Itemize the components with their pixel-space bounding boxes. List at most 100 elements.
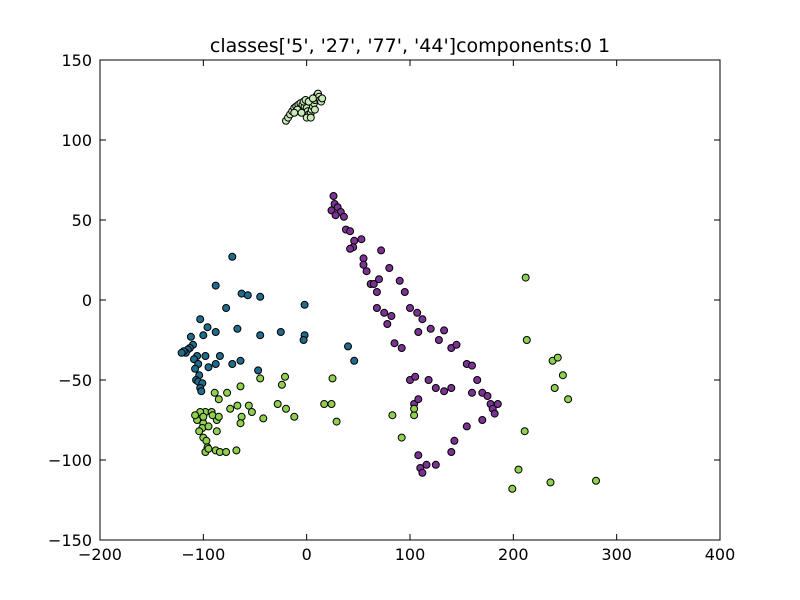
scatter-point-s1-33 bbox=[434, 336, 443, 344]
scatter-point-s3-7 bbox=[592, 476, 600, 485]
scatter-point-s1-32 bbox=[426, 324, 435, 333]
scatter-point-s1-62 bbox=[422, 460, 431, 469]
scatter-point-s1-43 bbox=[440, 387, 449, 396]
scatter-point-s2-7 bbox=[196, 315, 205, 324]
scatter-point-s2-27 bbox=[215, 352, 224, 360]
scatter-point-s1-63 bbox=[431, 460, 440, 469]
scatter-point-s1-23 bbox=[380, 308, 389, 317]
scatter-point-s2-14 bbox=[276, 328, 285, 336]
scatter-point-s3-10 bbox=[514, 465, 523, 474]
scatter-point-s1-17 bbox=[369, 280, 378, 288]
scatter-point-s1-59 bbox=[414, 451, 423, 460]
scatter-point-s1-18 bbox=[372, 288, 381, 296]
scatter-point-s3-58 bbox=[204, 422, 213, 431]
scatter-point-s2-29 bbox=[228, 360, 237, 368]
scatter-point-s2-12 bbox=[233, 324, 242, 333]
scatter-point-s2-5 bbox=[222, 304, 231, 312]
scatter-point-s3-6 bbox=[550, 384, 559, 392]
scatter-point-s3-17 bbox=[210, 388, 219, 397]
scatter-point-s1-37 bbox=[390, 339, 399, 348]
scatter-point-s3-54 bbox=[388, 411, 397, 420]
scatter-point-s3-9 bbox=[508, 484, 517, 493]
scatter-point-s1-15 bbox=[362, 267, 371, 276]
scatter-point-s3-48 bbox=[232, 446, 241, 455]
scatter-point-s2-4 bbox=[256, 292, 265, 301]
scatter-point-s2-33 bbox=[191, 364, 200, 373]
scatter-point-s2-28 bbox=[211, 360, 220, 368]
scatter-point-s1-41 bbox=[424, 376, 433, 384]
scatter-point-s1-29 bbox=[413, 308, 422, 317]
scatter-point-s3-13 bbox=[277, 380, 286, 389]
plot-background bbox=[100, 60, 720, 540]
scatter-point-s1-65 bbox=[414, 395, 423, 404]
scatter-point-s1-20 bbox=[377, 246, 386, 255]
scatter-point-s3-28 bbox=[233, 401, 242, 410]
scatter-point-s1-6 bbox=[331, 211, 340, 220]
scatter-point-s1-48 bbox=[468, 388, 476, 397]
scatter-point-s3-0 bbox=[521, 273, 530, 282]
y-tick-label: 100 bbox=[61, 131, 92, 150]
scatter-point-s3-14 bbox=[256, 374, 265, 383]
x-tick-label: 400 bbox=[705, 545, 736, 564]
scatter-point-s3-38 bbox=[195, 427, 204, 436]
scatter-point-s1-24 bbox=[383, 320, 392, 328]
scatter-point-s2-10 bbox=[199, 331, 208, 340]
chart-title: classes['5', '27', '77', '44']components… bbox=[210, 35, 610, 57]
scatter-point-s3-59 bbox=[214, 412, 223, 421]
scatter-point-s3-24 bbox=[327, 400, 336, 408]
scatter-point-s1-19 bbox=[375, 275, 383, 284]
y-tick-label: −50 bbox=[58, 371, 92, 390]
x-tick-label: 300 bbox=[601, 545, 632, 564]
scatter-point-s3-19 bbox=[244, 401, 253, 410]
scatter-point-s3-23 bbox=[320, 400, 329, 408]
scatter-point-s1-30 bbox=[418, 315, 427, 324]
scatter-point-s2-39 bbox=[197, 387, 206, 396]
scatter-point-s3-16 bbox=[223, 388, 232, 397]
scatter-point-s1-57 bbox=[450, 436, 459, 445]
scatter-point-s1-36 bbox=[452, 340, 461, 349]
y-tick-label: −100 bbox=[48, 451, 92, 470]
scatter-point-s3-12 bbox=[281, 372, 289, 381]
scatter-point-s3-20 bbox=[282, 404, 290, 413]
scatter-point-s2-24 bbox=[201, 352, 210, 360]
scatter-point-s2-31 bbox=[344, 342, 352, 351]
scatter-point-s2-41 bbox=[204, 363, 213, 372]
scatter-point-s0-33 bbox=[306, 113, 315, 122]
scatter-point-s1-56 bbox=[462, 422, 471, 431]
y-tick-label: 150 bbox=[61, 51, 92, 70]
scatter-point-s2-8 bbox=[203, 323, 212, 332]
scatter-point-s2-40 bbox=[236, 356, 245, 365]
x-tick-label: 0 bbox=[302, 545, 312, 564]
scatter-point-s1-34 bbox=[440, 326, 449, 335]
scatter-point-s3-41 bbox=[202, 436, 211, 445]
scatter-point-s1-12 bbox=[357, 235, 366, 244]
scatter-point-s3-30 bbox=[226, 404, 235, 413]
y-tick-label: −150 bbox=[48, 531, 92, 550]
scatter-point-s3-15 bbox=[236, 382, 245, 391]
scatter-point-s1-8 bbox=[346, 227, 355, 236]
scatter-point-s1-38 bbox=[397, 344, 406, 352]
y-tick-label: 0 bbox=[82, 291, 92, 310]
scatter-point-s1-9 bbox=[350, 236, 359, 245]
scatter-point-s3-3 bbox=[553, 353, 562, 362]
scatter-point-s3-11 bbox=[520, 427, 529, 436]
scatter-point-s3-49 bbox=[236, 419, 245, 428]
scatter-point-s3-40 bbox=[199, 412, 208, 421]
scatter-point-s1-11 bbox=[346, 244, 355, 253]
scatter-point-s3-8 bbox=[546, 478, 555, 487]
scatter-point-s3-26 bbox=[332, 417, 341, 426]
scatter-point-s0-25 bbox=[318, 94, 327, 103]
scatter-point-s0-35 bbox=[310, 105, 319, 114]
scatter-point-s1-26 bbox=[395, 276, 404, 285]
scatter-point-s1-14 bbox=[359, 260, 368, 269]
scatter-point-s1-21 bbox=[385, 264, 394, 272]
scatter-point-s3-52 bbox=[259, 414, 268, 423]
scatter-point-s2-6 bbox=[300, 300, 309, 309]
scatter-point-s3-25 bbox=[328, 374, 337, 383]
scatter-point-s3-47 bbox=[222, 448, 231, 456]
scatter-point-s1-5 bbox=[339, 212, 348, 221]
scatter-point-s3-44 bbox=[204, 444, 213, 453]
scatter-point-s1-46 bbox=[468, 361, 476, 370]
scatter-point-s1-22 bbox=[372, 304, 381, 312]
